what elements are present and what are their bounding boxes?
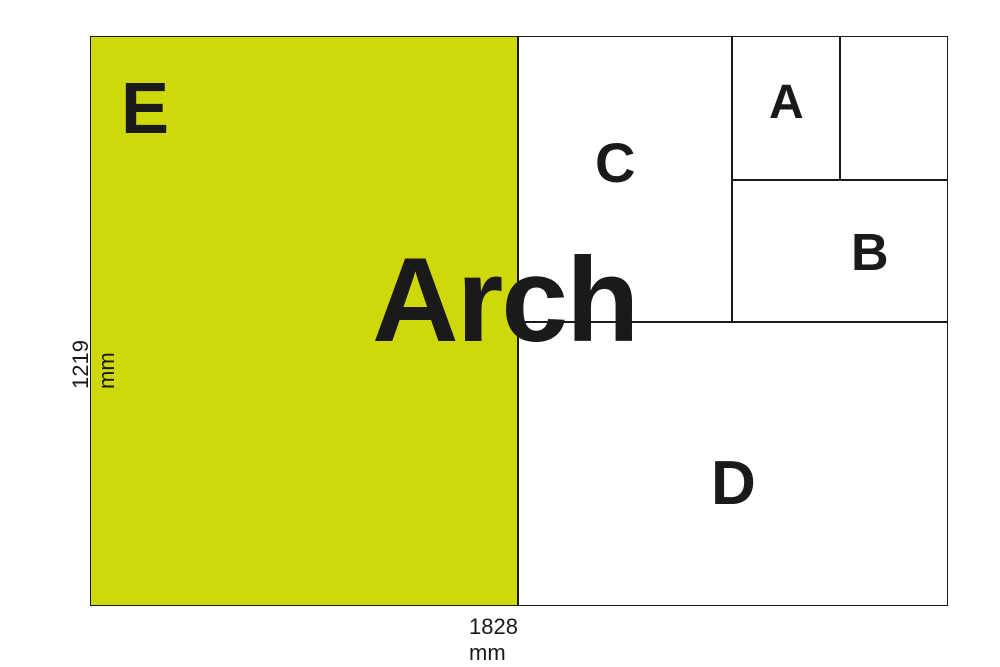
- panel-b-label: B: [851, 227, 889, 279]
- panel-b: B: [732, 180, 948, 322]
- panel-a2: [840, 36, 948, 180]
- panel-a: A: [732, 36, 840, 180]
- panel-a-label: A: [769, 79, 804, 127]
- width-dimension-label: 1828 mm: [469, 614, 518, 666]
- panel-c-label: C: [595, 135, 635, 191]
- panel-d-label: D: [711, 453, 756, 515]
- diagram-title: Arch: [372, 240, 637, 360]
- height-dimension-label: 1219 mm: [68, 340, 120, 389]
- panel-e-label: E: [121, 73, 169, 145]
